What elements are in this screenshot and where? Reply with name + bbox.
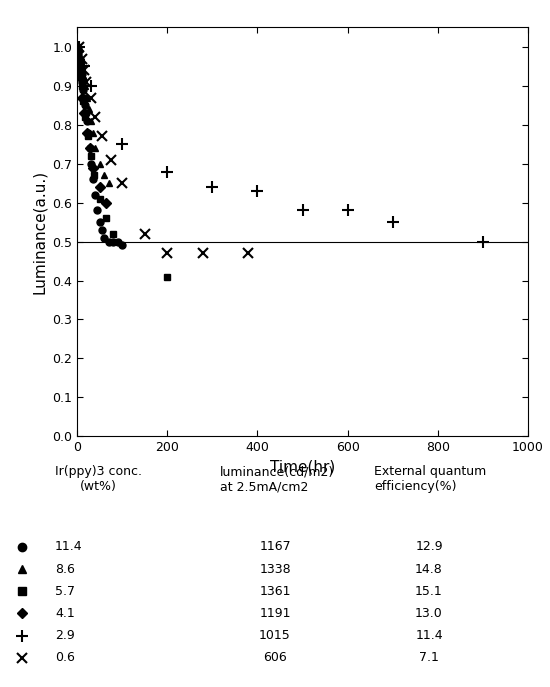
Text: 4.1: 4.1 [55, 607, 75, 620]
Text: 0.6: 0.6 [55, 651, 75, 664]
Text: 2.9: 2.9 [55, 629, 75, 642]
Text: 15.1: 15.1 [415, 585, 443, 598]
Text: 1167: 1167 [259, 541, 291, 553]
Text: External quantum
efficiency(%): External quantum efficiency(%) [374, 465, 486, 493]
X-axis label: Time(hr): Time(hr) [270, 460, 335, 475]
Text: 13.0: 13.0 [415, 607, 443, 620]
Text: 12.9: 12.9 [415, 541, 443, 553]
Text: 8.6: 8.6 [55, 563, 75, 576]
Text: 606: 606 [263, 651, 287, 664]
Text: 5.7: 5.7 [55, 585, 75, 598]
Text: 1338: 1338 [259, 563, 291, 576]
Text: 11.4: 11.4 [415, 629, 443, 642]
Text: 7.1: 7.1 [419, 651, 439, 664]
Text: 1015: 1015 [259, 629, 291, 642]
Text: Ir(ppy)3 conc.
(wt%): Ir(ppy)3 conc. (wt%) [55, 465, 142, 493]
Text: luminance(cd/m2)
at 2.5mA/cm2: luminance(cd/m2) at 2.5mA/cm2 [220, 465, 334, 493]
Text: 11.4: 11.4 [55, 541, 82, 553]
Text: 1361: 1361 [259, 585, 291, 598]
Text: 1191: 1191 [259, 607, 291, 620]
Text: 14.8: 14.8 [415, 563, 443, 576]
Y-axis label: Luminance(a.u.): Luminance(a.u.) [31, 170, 47, 294]
